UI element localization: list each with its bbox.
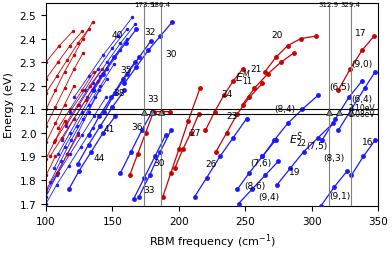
Text: 27: 27	[189, 129, 201, 138]
Y-axis label: Energy (eV): Energy (eV)	[4, 72, 14, 138]
Text: 26: 26	[205, 159, 217, 168]
Text: (8,4): (8,4)	[274, 104, 296, 113]
Text: 16: 16	[362, 137, 374, 146]
Text: 2.08eV: 2.08eV	[348, 109, 375, 118]
Text: 19: 19	[289, 168, 301, 177]
Text: 32: 32	[144, 28, 156, 37]
Text: (9,1): (9,1)	[329, 191, 350, 200]
Text: 21: 21	[250, 64, 262, 73]
Text: $E_{22}^{S}$: $E_{22}^{S}$	[289, 130, 307, 149]
Text: 35: 35	[120, 66, 132, 74]
Text: 30: 30	[154, 158, 165, 167]
Text: (6,5): (6,5)	[329, 83, 350, 92]
Text: 24: 24	[221, 90, 232, 99]
Text: 30: 30	[165, 50, 177, 59]
Text: $E_{11}^{M}$: $E_{11}^{M}$	[234, 68, 253, 88]
Text: 40: 40	[111, 31, 122, 40]
Text: 33: 33	[143, 185, 154, 194]
Text: (7,6): (7,6)	[250, 158, 272, 167]
Text: 17: 17	[356, 29, 367, 38]
Text: (9,4): (9,4)	[258, 192, 279, 201]
Text: (7,5): (7,5)	[306, 142, 328, 151]
Text: 36: 36	[131, 123, 143, 132]
Text: (6,4): (6,4)	[351, 95, 372, 104]
Text: 20: 20	[272, 31, 283, 40]
Text: (9,0): (9,0)	[351, 59, 373, 69]
Text: 41: 41	[103, 124, 114, 133]
Text: 2.10eV: 2.10eV	[348, 104, 375, 113]
Text: 33: 33	[147, 95, 158, 104]
Text: (8,6): (8,6)	[244, 182, 265, 191]
X-axis label: RBM frequency (cm$^{-1}$): RBM frequency (cm$^{-1}$)	[149, 231, 275, 250]
Text: 173.9: 173.9	[134, 2, 154, 8]
Text: 312.9: 312.9	[319, 2, 339, 8]
Text: 38: 38	[114, 89, 125, 98]
Text: 186.4: 186.4	[151, 2, 171, 8]
Text: 44: 44	[94, 153, 105, 163]
Text: 329.4: 329.4	[341, 2, 361, 8]
Text: (8,3): (8,3)	[323, 153, 345, 163]
Text: 23: 23	[227, 111, 238, 120]
